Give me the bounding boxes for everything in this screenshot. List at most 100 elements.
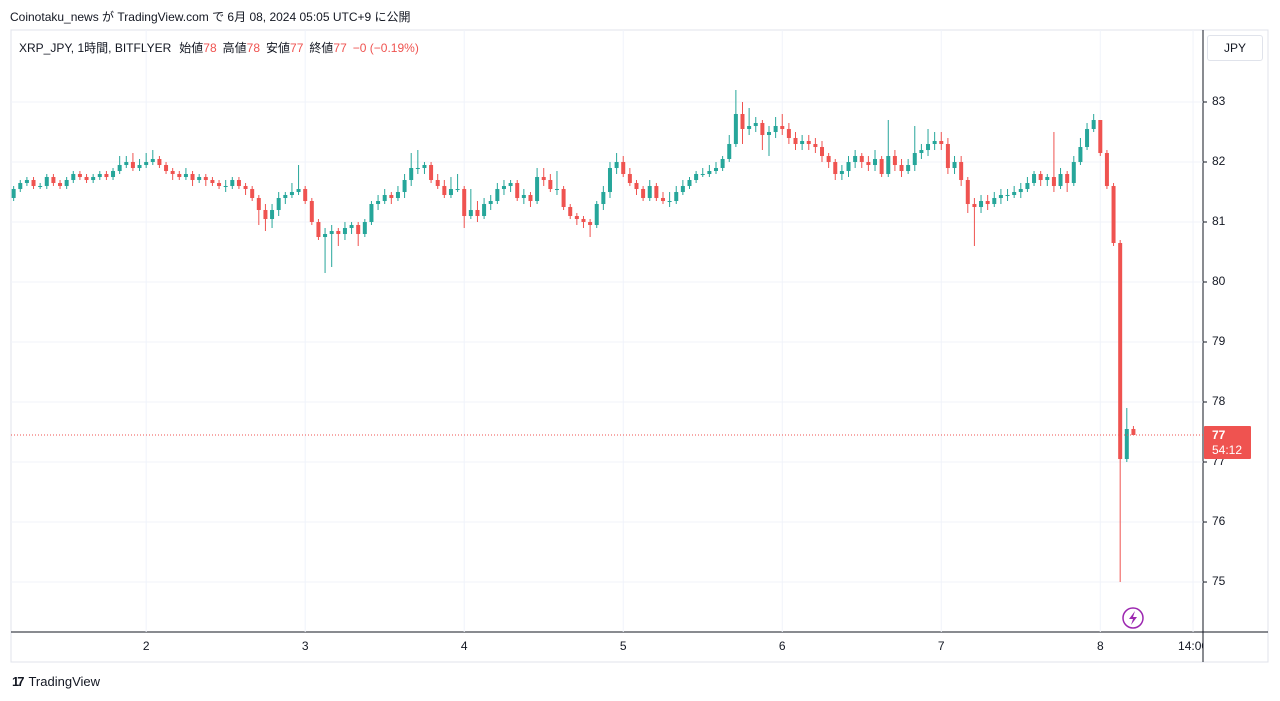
currency-button[interactable]: JPY <box>1207 35 1263 61</box>
candle-body <box>1118 243 1123 460</box>
y-tick-label: 79 <box>1212 334 1226 348</box>
candle-body <box>31 180 36 187</box>
candle-body <box>727 144 732 160</box>
candle-body <box>508 183 513 187</box>
candle-body <box>634 183 639 190</box>
candle-body <box>323 234 328 238</box>
candle-body <box>468 210 473 217</box>
legend-ohlc-value: 77 <box>333 41 347 55</box>
candle-body <box>263 210 268 220</box>
candle-body <box>501 186 506 190</box>
candle-body <box>972 204 977 208</box>
candle-body <box>157 159 162 166</box>
candle-body <box>647 186 652 199</box>
candle-body <box>356 225 361 235</box>
candle-body <box>641 189 646 199</box>
candle-body <box>303 189 308 202</box>
bolt-icon[interactable] <box>1122 607 1144 629</box>
candle-body <box>342 228 347 235</box>
grid <box>11 30 1203 632</box>
candle-body <box>382 195 387 202</box>
candle-body <box>250 189 255 199</box>
candle-body <box>892 156 897 166</box>
candle-body <box>945 144 950 169</box>
candle-body <box>753 123 758 127</box>
candle-body <box>680 186 685 193</box>
candle-body <box>243 186 248 190</box>
candle-body <box>833 162 838 175</box>
candle-body <box>475 210 480 217</box>
candle-body <box>740 114 745 130</box>
candle-body <box>389 195 394 199</box>
legend-symbol: XRP_JPY, 1時間, BITFLYER <box>19 41 172 55</box>
candle-body <box>376 201 381 205</box>
y-tick-label: 81 <box>1212 214 1226 228</box>
candle-body <box>786 129 791 139</box>
candle-body <box>1085 129 1090 148</box>
y-tick-label: 80 <box>1212 274 1226 288</box>
candle-body <box>826 156 831 163</box>
candle-body <box>1038 174 1043 181</box>
symbol-legend: XRP_JPY, 1時間, BITFLYER 始値78 高値78 安値77 終値77 −0… <box>19 39 419 56</box>
candle-body <box>84 177 89 181</box>
candle-body <box>528 195 533 202</box>
y-tick-label: 76 <box>1212 514 1226 528</box>
candle-body <box>38 186 43 188</box>
candle-body <box>137 165 142 169</box>
candle-body <box>793 138 798 145</box>
legend-ohlc-label: 始値 <box>179 41 204 55</box>
y-tick-label: 82 <box>1212 154 1226 168</box>
candle-body <box>561 189 566 208</box>
legend-ohlc-label: 終値 <box>309 41 334 55</box>
candle-body <box>130 162 135 169</box>
candle-body <box>190 174 195 181</box>
candle-body <box>24 180 29 184</box>
candle-body <box>1065 174 1070 184</box>
candle-body <box>979 201 984 208</box>
candle-body <box>422 165 427 169</box>
candle-body <box>230 180 235 187</box>
candle-body <box>197 177 202 181</box>
candle-body <box>574 216 579 220</box>
legend-ohlc-value: 78 <box>246 41 261 55</box>
candle-body <box>309 201 314 223</box>
candle-body <box>429 165 434 181</box>
candle-body <box>402 180 407 193</box>
candle-body <box>521 195 526 199</box>
candle-body <box>515 183 520 199</box>
legend-ohlc-value: 78 <box>203 41 217 55</box>
candle-body <box>866 162 871 166</box>
candle-body <box>912 153 917 166</box>
candle-body <box>435 180 440 187</box>
candle-body <box>965 180 970 205</box>
candle-body <box>183 174 188 178</box>
candle-body <box>607 168 612 193</box>
candle-body <box>932 141 937 145</box>
candle-body <box>1012 192 1017 196</box>
candle-body <box>952 162 957 169</box>
candle-body <box>694 174 699 181</box>
candle-body <box>217 183 222 187</box>
chart-frame <box>10 29 1269 663</box>
candle-body <box>780 126 785 130</box>
x-tick-label: 8 <box>1097 639 1104 653</box>
candle-body <box>554 189 559 191</box>
brand: 17 TradingView <box>12 674 100 689</box>
candle-body <box>713 168 718 172</box>
candle-body <box>773 126 778 133</box>
candle-body <box>170 171 175 175</box>
candle-body <box>959 162 964 181</box>
x-tick-label: 7 <box>938 639 945 653</box>
candle-body <box>733 114 738 145</box>
y-tick-label: 75 <box>1212 574 1226 588</box>
candle-body <box>919 150 924 154</box>
candle-body <box>1111 186 1116 244</box>
candle-body <box>627 174 632 184</box>
candle-body <box>1078 147 1083 163</box>
candle-body <box>349 225 354 229</box>
candle-body <box>899 165 904 172</box>
candle-body <box>1104 153 1109 187</box>
candle-body <box>329 231 334 235</box>
candle-body <box>51 177 56 184</box>
